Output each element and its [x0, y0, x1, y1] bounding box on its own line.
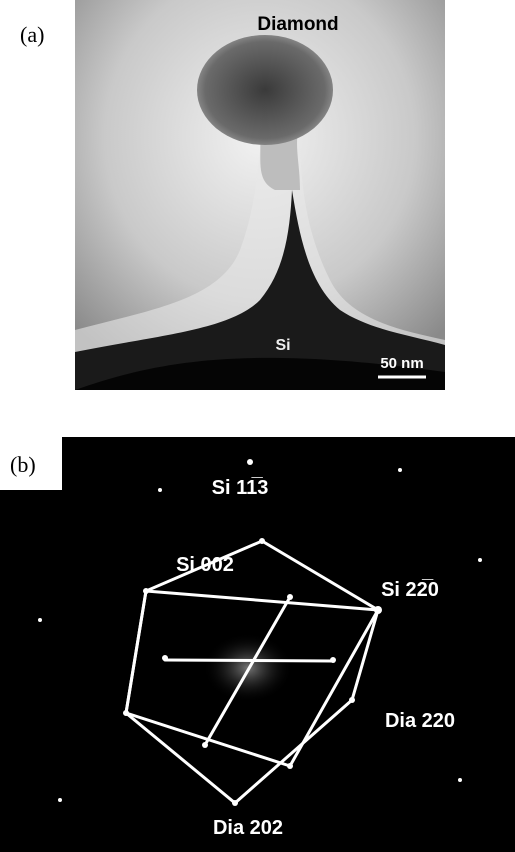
spot-label: Dia 202 — [213, 817, 283, 839]
annotation: Si — [275, 337, 290, 354]
spot-label: Si 002 — [176, 554, 234, 576]
annotation: Diamond — [257, 14, 338, 35]
spot-label: Dia 220 — [385, 710, 455, 732]
spot-label: Si 11̅3 — [212, 477, 269, 499]
spot-label: Si 22̅0 — [381, 579, 439, 601]
panel-label: (a) — [20, 22, 44, 47]
tem-image — [75, 0, 445, 390]
panel-label: (b) — [10, 452, 36, 477]
diffraction-pattern — [0, 437, 515, 852]
page: (a) Diamond Si 50 nm (b) Si 11̅3 Si 002 … — [0, 0, 515, 852]
figure: (a) Diamond Si 50 nm (b) Si 11̅3 Si 002 … — [0, 0, 515, 852]
scale-bar-label: 50 nm — [380, 355, 423, 372]
